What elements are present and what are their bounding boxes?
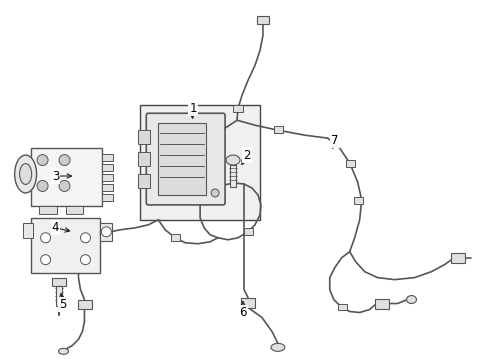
Bar (337, 303, 346, 310)
Bar (353, 197, 362, 204)
Ellipse shape (270, 343, 285, 351)
Ellipse shape (20, 163, 32, 184)
Circle shape (41, 255, 50, 265)
Bar (229, 165, 236, 187)
Circle shape (81, 233, 90, 243)
Bar (241, 298, 254, 307)
Bar (102, 164, 113, 171)
Bar (273, 126, 283, 133)
Bar (244, 228, 252, 235)
Bar (102, 154, 113, 161)
Circle shape (41, 233, 50, 243)
Circle shape (37, 180, 48, 192)
Bar (102, 184, 113, 191)
Bar (102, 174, 113, 181)
Text: 4: 4 (52, 221, 59, 234)
Ellipse shape (59, 348, 68, 354)
Circle shape (81, 255, 90, 265)
Text: 5: 5 (59, 298, 66, 311)
Circle shape (59, 180, 70, 192)
Ellipse shape (225, 155, 240, 165)
Circle shape (37, 154, 48, 166)
Bar (31, 218, 100, 273)
Text: 2: 2 (243, 149, 250, 162)
Bar (78, 300, 92, 310)
Bar (102, 194, 113, 201)
Bar (345, 160, 354, 167)
Bar (100, 223, 112, 241)
Bar (39, 206, 57, 214)
Bar (22, 223, 33, 238)
Bar (374, 298, 388, 309)
Bar (158, 123, 205, 195)
Bar (31, 148, 102, 206)
FancyBboxPatch shape (146, 113, 224, 205)
Circle shape (59, 154, 70, 166)
Bar (138, 152, 150, 166)
Bar (65, 206, 83, 214)
Circle shape (101, 227, 111, 237)
Text: 3: 3 (52, 170, 59, 183)
Text: 7: 7 (330, 134, 338, 147)
Ellipse shape (15, 155, 37, 193)
Bar (138, 174, 150, 188)
Text: 6: 6 (239, 306, 246, 319)
Bar (56, 285, 61, 306)
Bar (140, 105, 260, 220)
Circle shape (211, 189, 219, 197)
Bar (138, 130, 150, 144)
Bar (171, 234, 180, 241)
Text: 1: 1 (189, 102, 197, 115)
Bar (51, 278, 65, 285)
Ellipse shape (406, 296, 416, 303)
Bar (233, 105, 243, 112)
Bar (450, 253, 465, 263)
Bar (256, 15, 268, 24)
